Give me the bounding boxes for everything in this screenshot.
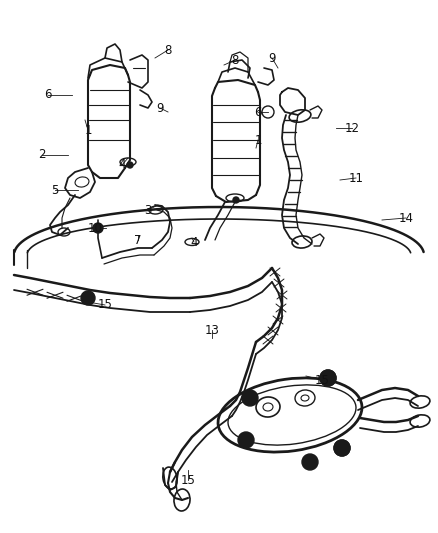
Text: 15: 15 <box>314 374 329 386</box>
Text: 7: 7 <box>134 233 142 246</box>
Text: 15: 15 <box>180 473 195 487</box>
Circle shape <box>242 390 258 406</box>
Text: 11: 11 <box>349 172 364 184</box>
Circle shape <box>334 440 350 456</box>
Circle shape <box>93 223 103 233</box>
Circle shape <box>334 440 350 456</box>
Text: 6: 6 <box>254 106 262 118</box>
Text: 8: 8 <box>164 44 172 56</box>
Text: 4: 4 <box>190 236 198 248</box>
Text: 2: 2 <box>38 149 46 161</box>
Circle shape <box>81 291 95 305</box>
Text: 10: 10 <box>88 222 102 235</box>
Circle shape <box>233 197 239 203</box>
Text: 1: 1 <box>254 133 262 147</box>
Text: 3: 3 <box>144 204 152 216</box>
Circle shape <box>320 370 336 386</box>
Text: 8: 8 <box>231 53 239 67</box>
Text: 13: 13 <box>205 324 219 336</box>
Text: 1: 1 <box>84 124 92 136</box>
Text: 9: 9 <box>156 101 164 115</box>
Text: 6: 6 <box>44 88 52 101</box>
Circle shape <box>320 370 336 386</box>
Circle shape <box>302 454 318 470</box>
Circle shape <box>127 162 133 168</box>
Circle shape <box>238 432 254 448</box>
Text: 9: 9 <box>268 52 276 64</box>
Text: 14: 14 <box>399 212 413 224</box>
Text: 15: 15 <box>98 298 113 311</box>
Text: 12: 12 <box>345 122 360 134</box>
Text: 4: 4 <box>118 158 126 172</box>
Text: 5: 5 <box>51 183 59 197</box>
